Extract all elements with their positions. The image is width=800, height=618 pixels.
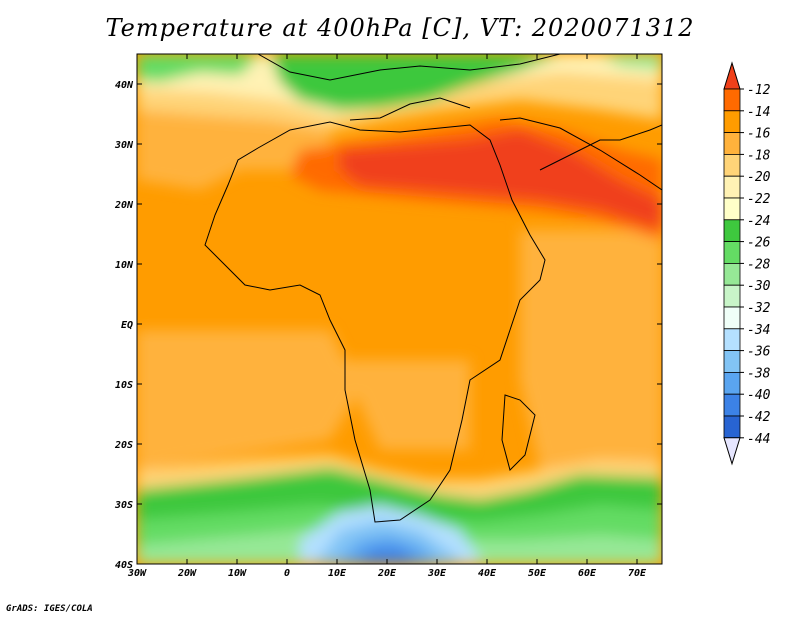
colorbar-label: -12 xyxy=(747,83,771,98)
lon-tick-label: 20E xyxy=(377,568,397,579)
colorbar-swatch xyxy=(723,241,741,264)
lat-tick-label: 30N xyxy=(114,140,134,151)
colorbar-swatch xyxy=(723,371,741,395)
colorbar-label: -28 xyxy=(747,257,771,272)
lon-tick-label: 0 xyxy=(284,568,290,579)
colorbar-label: -32 xyxy=(747,301,771,316)
lat-tick-label: 10N xyxy=(115,260,134,271)
coastlines xyxy=(204,54,662,523)
chart-title: Temperature at 400hPa [C], VT: 202007131… xyxy=(105,14,695,42)
colorbar-swatch xyxy=(723,306,741,330)
colorbar-swatch xyxy=(723,350,741,373)
colorbar-label: -38 xyxy=(747,366,771,381)
colorbar-label: -22 xyxy=(747,192,771,207)
colorbar-label: -36 xyxy=(747,345,771,360)
colorbar-arrow-bottom xyxy=(723,437,741,466)
colorbar-label: -24 xyxy=(747,214,770,229)
colorbar-arrow-top xyxy=(723,61,741,90)
colorbar-swatch xyxy=(723,393,741,417)
temperature-field xyxy=(137,54,662,564)
colorbar-label: -18 xyxy=(747,148,771,163)
lat-tick-label: 20N xyxy=(114,200,134,211)
colorbar-swatch xyxy=(723,219,741,243)
colorbar: -12 -14 -16 -18 -20 -22 -24 -26 -28 -30 -32 -34 -36 -… xyxy=(723,61,771,466)
colorbar-swatch xyxy=(723,262,741,286)
colorbar-swatch xyxy=(723,284,741,308)
colorbar-swatch xyxy=(723,88,741,112)
colorbar-swatch xyxy=(723,110,741,134)
lon-tick-label: 30E xyxy=(427,568,447,579)
colorbar-swatch xyxy=(723,175,741,199)
colorbar-label: -16 xyxy=(747,127,771,142)
lon-tick-label: 30W xyxy=(127,568,147,579)
lon-tick-label: 50E xyxy=(528,568,547,579)
colorbar-label: -40 xyxy=(747,388,771,403)
lon-tick-label: 10W xyxy=(228,568,247,579)
grads-credit: GrADS: IGES/COLA xyxy=(6,604,93,614)
colorbar-swatch xyxy=(723,153,741,177)
colorbar-label: -30 xyxy=(747,279,771,294)
colorbar-swatch xyxy=(723,197,741,221)
colorbar-label: -34 xyxy=(747,323,770,338)
lon-tick-label: 40E xyxy=(478,568,497,579)
plot-frame xyxy=(136,53,663,565)
colorbar-label: -44 xyxy=(747,432,770,447)
colorbar-swatch xyxy=(723,132,741,155)
lon-tick-label: 60E xyxy=(578,568,597,579)
colorbar-label: -20 xyxy=(747,170,771,185)
colorbar-swatch xyxy=(723,415,741,439)
lat-tick-label: 20S xyxy=(114,440,133,451)
colorbar-label: -26 xyxy=(747,236,771,251)
colorbar-label: -14 xyxy=(747,105,770,120)
lat-tick-label: EQ xyxy=(121,320,133,331)
lat-tick-label: 40S xyxy=(115,560,133,571)
lat-tick-label: 10S xyxy=(115,380,133,391)
lat-tick-label: 40N xyxy=(115,80,134,91)
colorbar-label: -42 xyxy=(747,410,771,425)
lat-tick-label: 30S xyxy=(114,500,133,511)
lon-tick-label: 10E xyxy=(328,568,347,579)
lon-tick-label: 20W xyxy=(177,568,197,579)
colorbar-swatch xyxy=(723,328,741,351)
lon-tick-label: 70E xyxy=(628,568,647,579)
